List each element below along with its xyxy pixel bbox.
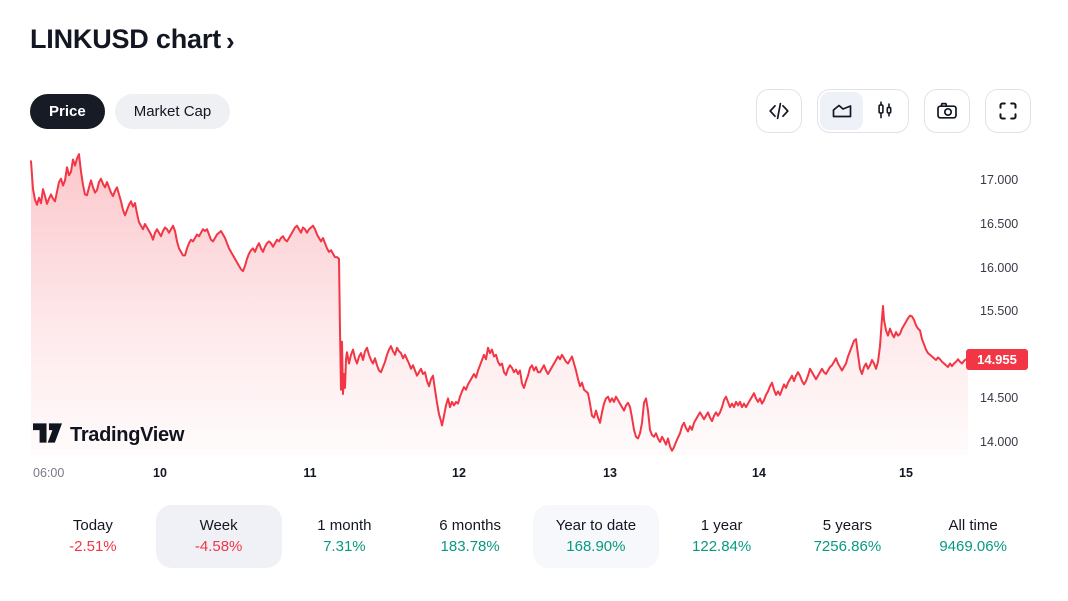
period-stat-1-year[interactable]: 1 year 122.84% — [659, 505, 785, 568]
period-change-value: -4.58% — [194, 538, 243, 555]
tradingview-logo — [33, 423, 62, 448]
period-label: Year to date — [555, 517, 637, 534]
price-tick-label: 16.000 — [980, 260, 1019, 275]
period-label: Week — [199, 517, 238, 534]
period-stat-week[interactable]: Week -4.58% — [155, 505, 282, 568]
chart-title-link[interactable]: LINKUSD chart › — [30, 24, 235, 55]
chart-toolbar — [756, 89, 1031, 133]
camera-icon — [935, 99, 959, 123]
time-tick-label: 10 — [153, 466, 167, 480]
area-chart-button[interactable] — [820, 92, 863, 130]
period-change-value: 168.90% — [566, 538, 626, 555]
period-label: Today — [72, 517, 113, 534]
price-tick-label: 16.500 — [980, 217, 1019, 231]
page-title: LINKUSD chart — [30, 24, 221, 54]
fullscreen-icon — [996, 99, 1020, 123]
snapshot-button[interactable] — [924, 89, 970, 133]
area-fill — [31, 154, 968, 455]
period-change-value: 7256.86% — [813, 538, 882, 555]
controls-row: Price Market Cap — [30, 89, 1031, 133]
period-stat-6-months[interactable]: 6 months 183.78% — [407, 505, 533, 568]
period-label: 6 months — [439, 517, 501, 534]
price-tick-label: 14.000 — [980, 435, 1019, 449]
period-stat-5-years[interactable]: 5 years 7256.86% — [785, 505, 911, 568]
price-tick-label: 14.500 — [980, 391, 1019, 406]
price-tick-label: 17.000 — [980, 173, 1019, 188]
time-tick-label: 13 — [603, 466, 617, 480]
price-tick-label: 15.500 — [980, 304, 1019, 319]
tradingview-attribution[interactable]: TradingView — [33, 423, 184, 448]
period-label: 1 month — [317, 517, 372, 534]
time-tick-label: 11 — [303, 466, 317, 480]
embed-code-button[interactable] — [756, 89, 802, 133]
candles-chart-button[interactable] — [863, 92, 906, 130]
code-icon — [767, 99, 791, 123]
period-stat-year-to-date[interactable]: Year to date 168.90% — [533, 505, 659, 568]
time-tick-label: 15 — [899, 466, 913, 480]
price-line — [30, 153, 968, 452]
period-change-value: 9469.06% — [939, 538, 1007, 555]
period-change-value: -2.51% — [69, 538, 117, 555]
tradingview-wordmark: TradingView — [70, 424, 185, 446]
period-label: 1 year — [700, 517, 743, 534]
fullscreen-button[interactable] — [985, 89, 1031, 133]
last-price-badge: 14.955 — [966, 348, 1028, 370]
price-chart-canvas[interactable] — [30, 150, 968, 455]
price-marketcap-toggle: Price Market Cap — [30, 93, 231, 129]
period-stat-today[interactable]: Today -2.51% — [30, 505, 156, 568]
area-chart-icon — [830, 99, 854, 123]
period-stat-1-month[interactable]: 1 month 7.31% — [282, 505, 408, 568]
time-tick-label: 06:00 — [33, 466, 65, 480]
chevron-right-icon: › — [225, 25, 235, 56]
period-change-value: 183.78% — [440, 538, 500, 555]
period-change-value: 7.31% — [323, 538, 366, 555]
period-stat-all-time[interactable]: All time 9469.06% — [910, 505, 1036, 568]
period-label: 5 years — [822, 517, 872, 534]
period-change-value: 122.84% — [692, 538, 752, 555]
time-tick-label: 12 — [452, 466, 466, 480]
period-label: All time — [948, 517, 998, 534]
price-toggle-button[interactable]: Price — [30, 93, 105, 129]
period-stats-row: Today -2.51% Week -4.58% 1 month 7.31% 6 month… — [30, 505, 1036, 568]
chart-type-switcher — [817, 89, 909, 133]
candlesticks-icon — [873, 99, 897, 123]
marketcap-toggle-button[interactable]: Market Cap — [114, 93, 231, 129]
time-tick-label: 14 — [752, 466, 766, 480]
